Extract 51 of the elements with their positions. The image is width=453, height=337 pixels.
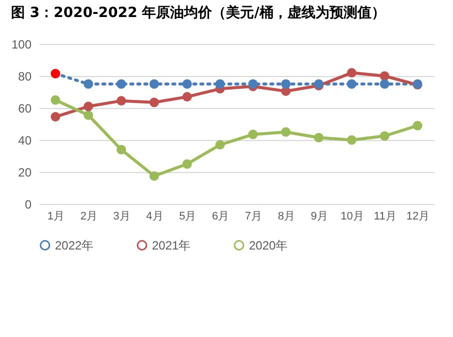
- point: [314, 132, 324, 142]
- chart-title: 图 3：2020-2022 年原油均价（美元/桶，虚线为预测值）: [10, 4, 386, 21]
- x-tick-label: 10月: [340, 210, 364, 222]
- x-tick-label: 9月: [310, 210, 328, 222]
- x-tick-label: 1月: [47, 210, 65, 222]
- point: [50, 112, 60, 122]
- point: [182, 159, 192, 169]
- x-tick-label: 5月: [179, 210, 196, 222]
- y-tick-label: 0: [24, 198, 32, 212]
- point: [116, 144, 126, 154]
- point: [149, 79, 159, 89]
- point: [248, 79, 258, 89]
- y-tick-label: 60: [18, 102, 32, 116]
- point: [346, 135, 356, 145]
- y-tick-label: 100: [11, 38, 32, 52]
- point: [215, 140, 225, 150]
- point: [84, 102, 94, 112]
- point: [380, 79, 390, 89]
- point: [116, 96, 126, 106]
- y-tick-label: 20: [18, 166, 32, 180]
- point: [346, 79, 356, 89]
- point: [281, 127, 291, 137]
- point: [412, 120, 422, 130]
- point: [215, 79, 225, 89]
- y-tick-label: 80: [18, 70, 32, 84]
- legend-label: 2022年: [55, 238, 94, 252]
- x-tick-label: 6月: [212, 210, 230, 222]
- point: [346, 68, 356, 78]
- y-tick-label: 40: [18, 134, 32, 148]
- point: [149, 171, 159, 181]
- point: [50, 68, 60, 78]
- x-tick-label: 7月: [244, 210, 262, 222]
- x-tick-label: 4月: [146, 210, 164, 222]
- x-tick-label: 2月: [80, 210, 98, 222]
- x-tick-label: 12月: [406, 210, 430, 222]
- point: [182, 79, 192, 89]
- x-tick-label: 3月: [113, 210, 130, 222]
- point: [182, 92, 192, 102]
- legend-label: 2021年: [152, 238, 191, 252]
- point: [380, 131, 390, 141]
- point: [50, 95, 60, 105]
- point: [380, 71, 390, 81]
- point: [84, 110, 94, 120]
- x-tick-label: 8月: [278, 210, 295, 222]
- point: [116, 79, 126, 89]
- point: [149, 98, 159, 108]
- x-tick-label: 11月: [374, 210, 396, 222]
- point: [84, 79, 94, 89]
- point: [281, 79, 291, 89]
- legend-label: 2020年: [249, 238, 288, 252]
- point: [248, 130, 258, 140]
